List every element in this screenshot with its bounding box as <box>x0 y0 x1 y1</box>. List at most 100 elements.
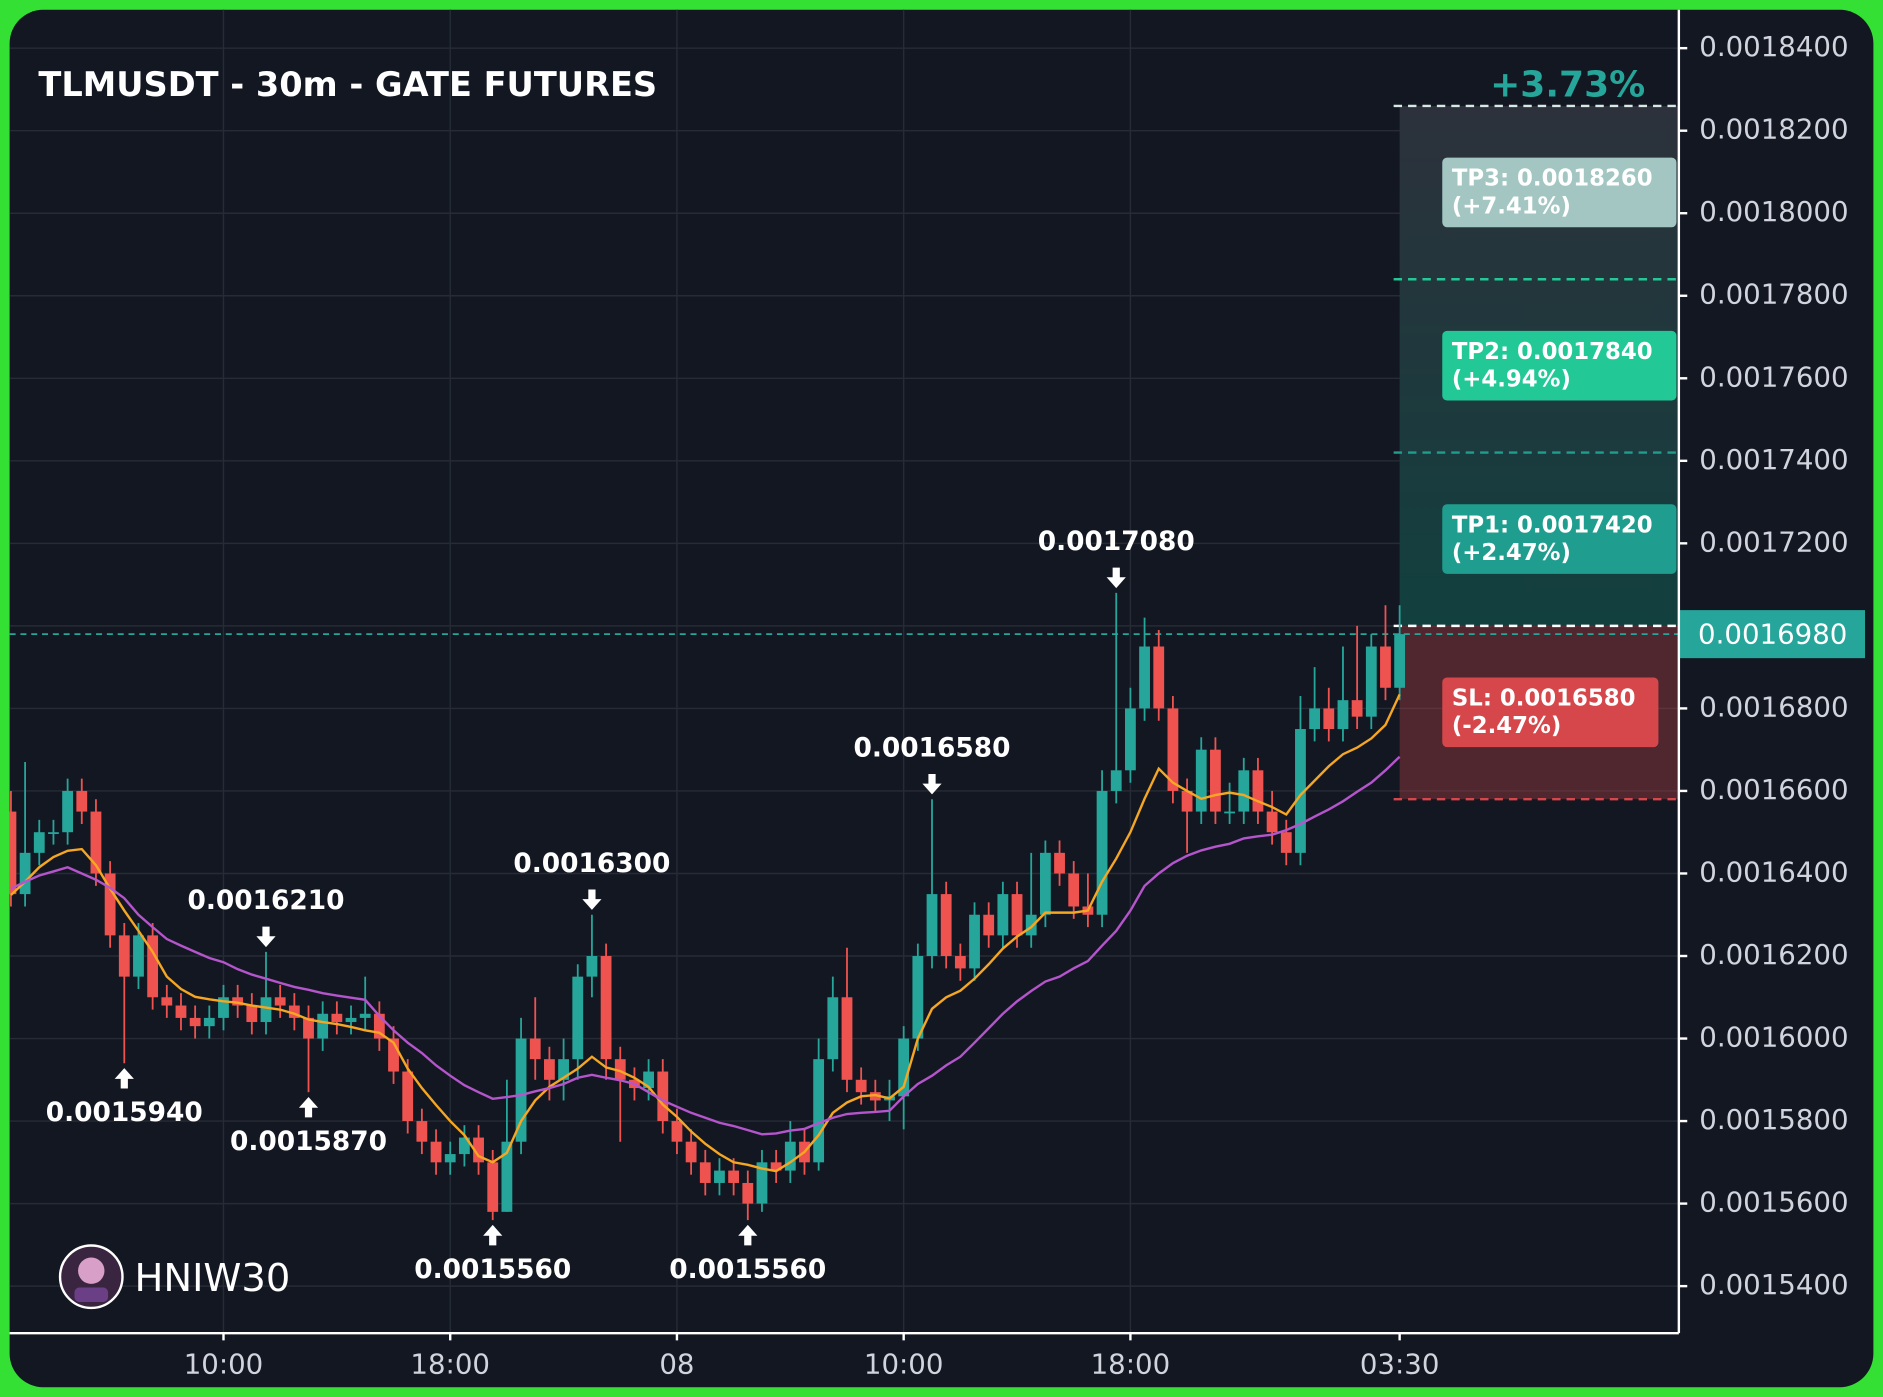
candle-body <box>288 1005 300 1018</box>
y-tick-label: 0.0017400 <box>1699 443 1848 476</box>
low-label: 0.0015870 <box>230 1126 387 1157</box>
candle-body <box>940 894 952 957</box>
trade-zones: TP1: 0.0017420(+2.47%) TP2: 0.0017840(+4.… <box>1393 65 1679 801</box>
high-label: 0.0016300 <box>513 848 670 879</box>
candle-body <box>572 976 584 1060</box>
candle-body <box>161 997 173 1006</box>
candle-body <box>118 935 130 977</box>
candle-body <box>373 1013 385 1039</box>
change-label: +3.73% <box>1490 65 1645 106</box>
y-tick-label: 0.0018400 <box>1699 30 1848 63</box>
candle-body <box>1351 700 1363 717</box>
level-label: TP1: 0.0017420 <box>1452 512 1653 538</box>
candle-body <box>246 1005 258 1023</box>
x-tick-label: 08 <box>659 1348 694 1381</box>
y-tick-label: 0.0016200 <box>1699 938 1848 971</box>
candle-body <box>643 1071 655 1089</box>
candle-body <box>1224 811 1235 814</box>
candle-body <box>1394 634 1406 688</box>
candle-body <box>19 852 31 895</box>
y-tick-label: 0.0017200 <box>1699 525 1848 558</box>
annotation-arrow <box>256 926 276 948</box>
candle-body <box>1139 646 1150 709</box>
y-tick-label: 0.0018000 <box>1699 195 1848 228</box>
x-tick-label: 18:00 <box>1091 1348 1171 1381</box>
candle-body <box>898 1038 910 1097</box>
y-tick-label: 0.0015800 <box>1699 1103 1848 1136</box>
candle-body <box>515 1038 527 1142</box>
y-tick-label: 0.0016800 <box>1699 690 1848 723</box>
low-label: 0.0015560 <box>669 1254 826 1285</box>
candle-body <box>1167 708 1179 791</box>
candle-body <box>1309 708 1321 730</box>
level-change: (+4.94%) <box>1452 367 1571 393</box>
level-box <box>1442 157 1677 228</box>
candle-body <box>33 832 45 853</box>
candle-body <box>954 956 966 969</box>
annotation-arrow <box>298 1096 319 1118</box>
candle-body <box>1337 700 1349 730</box>
level-box <box>1442 330 1677 401</box>
candle-body <box>1195 749 1207 812</box>
y-tick-label: 0.0017800 <box>1699 278 1848 311</box>
candle-body <box>841 997 853 1080</box>
candle-body <box>133 935 144 977</box>
price-tag <box>1678 610 1865 659</box>
candle-body <box>203 1017 215 1027</box>
y-tick-label: 0.0015400 <box>1699 1268 1848 1301</box>
annotation-arrow <box>582 889 602 910</box>
candle-body <box>1096 790 1108 915</box>
level-change: (+7.41%) <box>1452 193 1571 219</box>
candle-body <box>997 894 1009 936</box>
y-tick-label: 0.0016000 <box>1699 1021 1848 1054</box>
x-tick-label: 10:00 <box>184 1348 264 1381</box>
annotation-arrow <box>922 773 942 795</box>
candle-body <box>9 811 17 895</box>
candle-body <box>827 997 839 1060</box>
candle-body <box>416 1121 428 1142</box>
watermark-text: HNIW30 <box>135 1256 291 1301</box>
candle-body <box>76 790 88 812</box>
candle-body <box>671 1121 683 1142</box>
y-tick-label: 0.0016600 <box>1699 773 1848 806</box>
candle-body <box>1252 770 1264 812</box>
candle-body <box>303 1017 314 1039</box>
chart-title: TLMUSDT - 30m - GATE FUTURES <box>38 65 657 104</box>
candle-body <box>1295 729 1306 853</box>
candle-body <box>444 1154 456 1163</box>
candle-body <box>345 1017 357 1023</box>
candle-body <box>274 997 286 1006</box>
level-box <box>1442 504 1677 574</box>
candle-body <box>487 1162 499 1212</box>
candle-body <box>770 1162 782 1171</box>
candle-body <box>189 1017 201 1027</box>
low-label: 0.0015560 <box>414 1254 571 1285</box>
y-tick-label: 0.0015600 <box>1699 1186 1848 1219</box>
candle-body <box>1181 790 1193 812</box>
candle-body <box>232 997 244 1006</box>
candle-body <box>1025 914 1037 936</box>
moving-average <box>10 693 1401 1173</box>
candle-body <box>1153 646 1165 709</box>
candle-body <box>1238 770 1250 812</box>
level-change: (+2.47%) <box>1452 540 1571 566</box>
avatar-face <box>78 1257 105 1284</box>
y-tick-label: 0.0016400 <box>1699 855 1848 888</box>
y-tick-label: 0.0018200 <box>1699 113 1848 146</box>
candle-body <box>614 1059 626 1080</box>
candle-body <box>1380 646 1391 688</box>
candle-body <box>430 1141 442 1163</box>
candle-body <box>1011 894 1023 936</box>
candle-body <box>869 1092 881 1101</box>
candle-body <box>912 956 924 1039</box>
plot <box>9 592 1679 1221</box>
candle-body <box>714 1170 725 1183</box>
candle-body <box>402 1071 414 1122</box>
candle-body <box>983 914 995 936</box>
level-label: TP3: 0.0018260 <box>1452 166 1653 192</box>
candle-body <box>1039 852 1051 915</box>
level-label: TP2: 0.0017840 <box>1452 339 1653 365</box>
candle-body <box>175 1005 187 1018</box>
candle-body <box>104 873 116 936</box>
